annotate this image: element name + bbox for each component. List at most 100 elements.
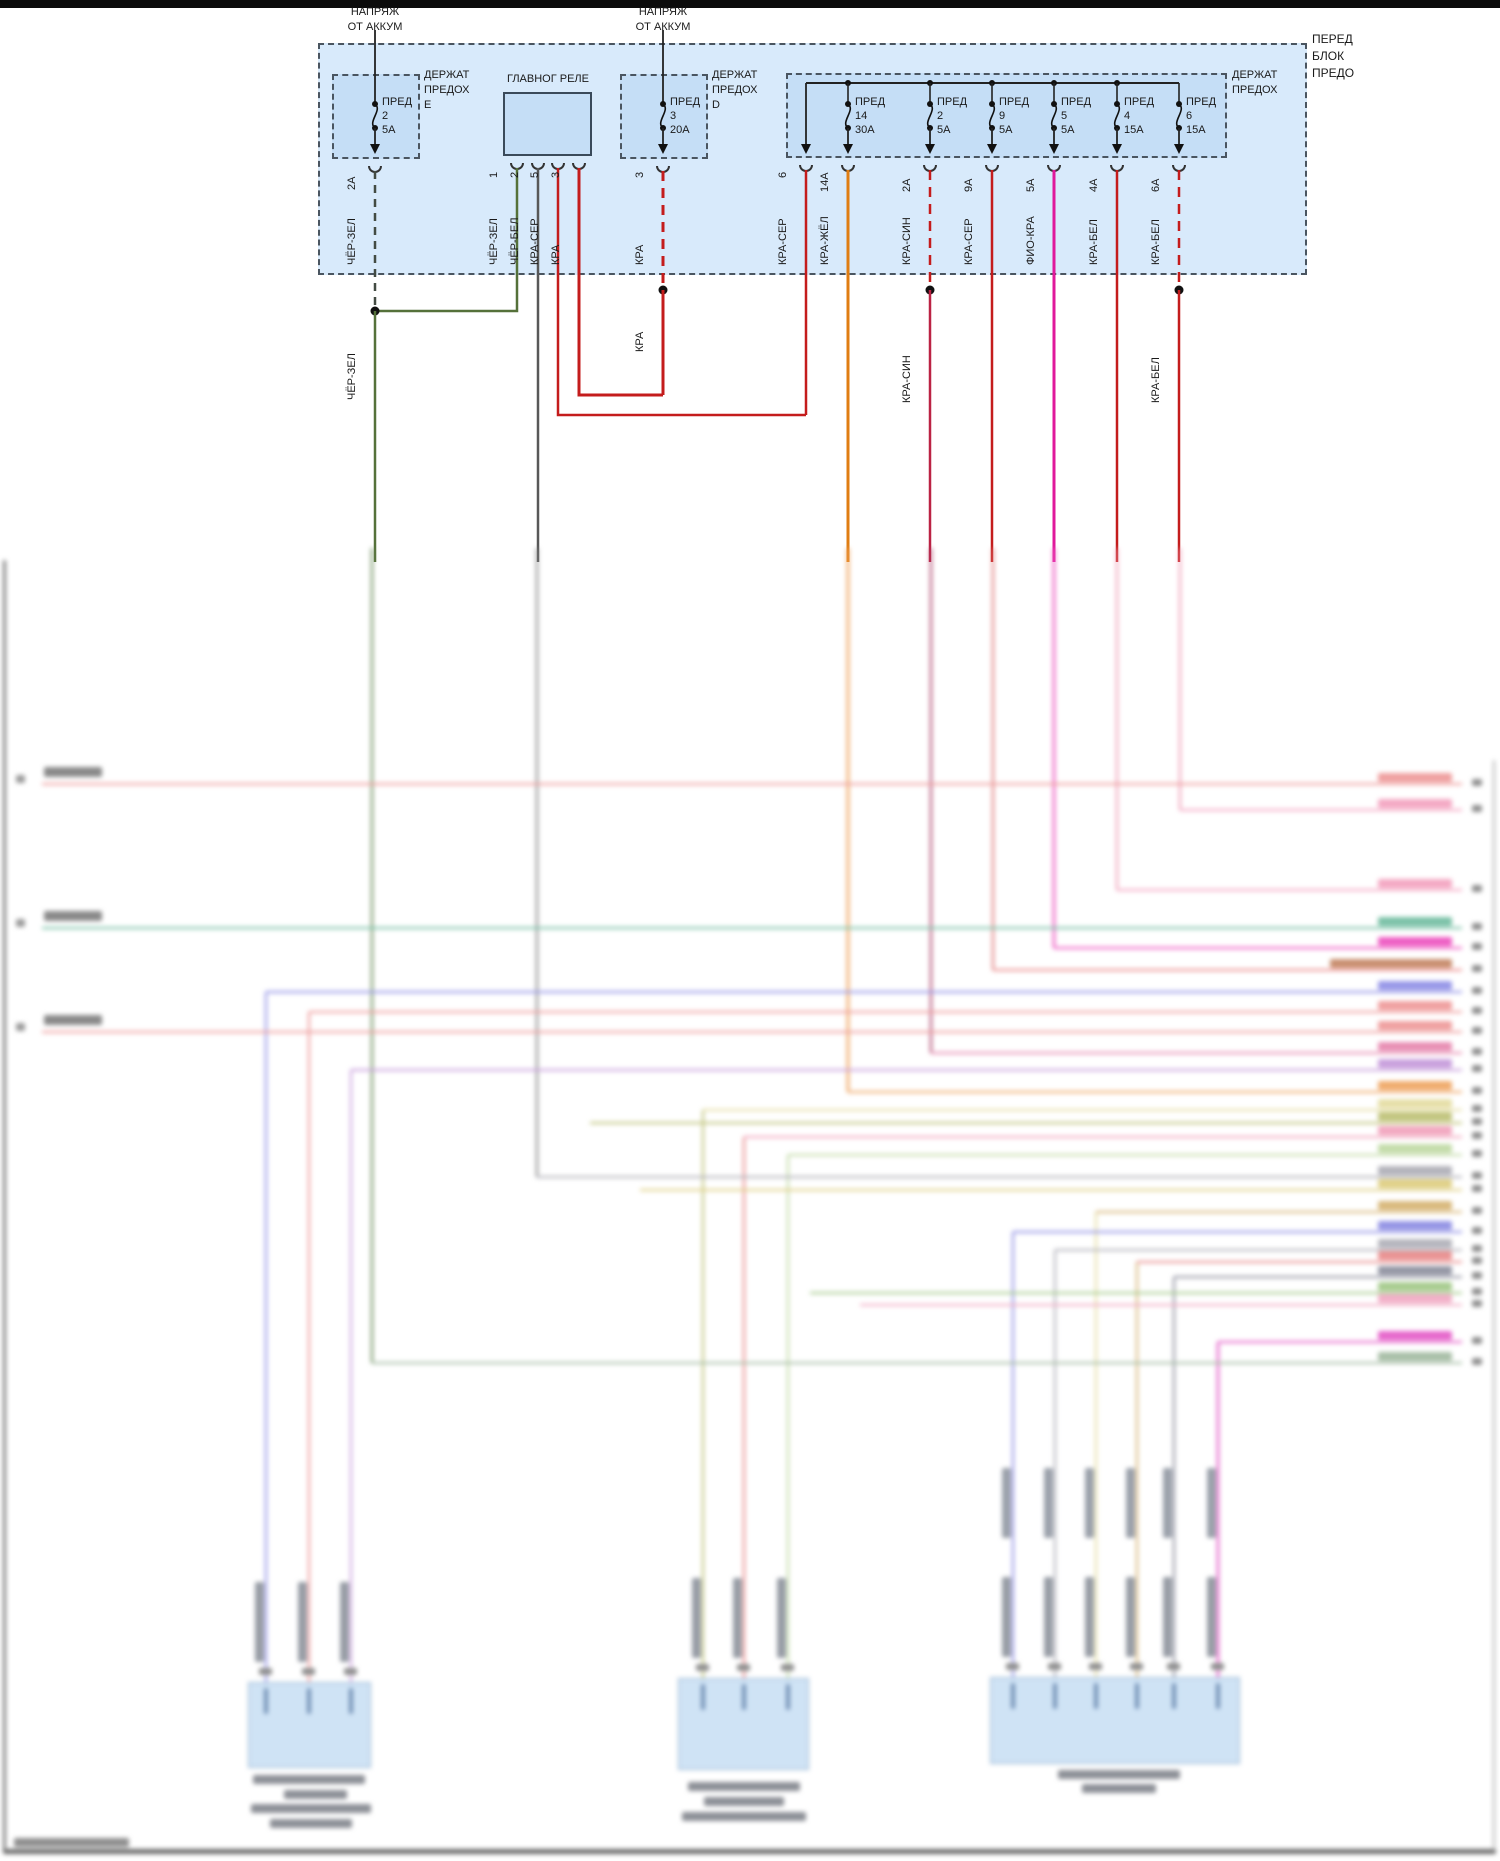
page-border-right	[1493, 760, 1495, 1850]
right-stub-pin-number	[1472, 943, 1482, 950]
connector-wire-label	[340, 1582, 349, 1662]
connector-pin-number	[1167, 1663, 1180, 1670]
connector-slot	[1135, 1683, 1139, 1709]
holder-main-label: ДЕРЖАТ ПРЕДОХ	[1232, 69, 1278, 96]
connector-wire-label	[733, 1578, 742, 1658]
sharp-wires-svg	[368, 30, 1186, 562]
front-fuse-block-title: ПЕРЕД БЛОК ПРЕДО	[1312, 32, 1355, 80]
right-stub-label	[1378, 1144, 1452, 1153]
fuse-main-4-rating: 5А	[1061, 124, 1075, 136]
right-stub-pin-number	[1472, 1185, 1482, 1192]
connector-slot	[264, 1688, 268, 1714]
fuse-e-name: ПРЕД	[382, 96, 413, 108]
fuse-d-rating: 20А	[670, 124, 690, 136]
top-edge-bar	[0, 0, 1500, 8]
connector-signal-label	[1044, 1468, 1053, 1538]
right-stub-label	[1378, 1059, 1452, 1068]
connector-pin-number	[1211, 1663, 1224, 1670]
connector-pin-number	[737, 1664, 750, 1671]
connector-slot	[1172, 1683, 1176, 1709]
left-row-label	[44, 767, 102, 777]
fuse-main-5-rating: 15А	[1124, 124, 1144, 136]
right-stub-pin-number	[1472, 779, 1482, 786]
fuse-holder-d-box	[620, 74, 708, 159]
right-stub-label	[1378, 1352, 1452, 1361]
connector-box-label	[251, 1804, 371, 1813]
right-stub-label	[1378, 1294, 1452, 1303]
right-stub-label	[1378, 1221, 1452, 1230]
connector-signal-label	[1163, 1468, 1172, 1538]
right-stub-label	[1330, 959, 1452, 968]
connector-pin-number	[1130, 1663, 1143, 1670]
right-stub-label	[1378, 1179, 1452, 1188]
fuse-main-3-rating: 5А	[999, 124, 1013, 136]
page-border-left	[3, 560, 6, 1852]
fuse-main-5-number: 4	[1124, 110, 1131, 122]
connector-box-label	[1082, 1784, 1156, 1793]
right-stub-pin-number	[1472, 1087, 1482, 1094]
fuse-e-number: 2	[382, 110, 389, 122]
fuse-main-4-number: 5	[1061, 110, 1068, 122]
connector-wire-label	[1085, 1577, 1094, 1657]
right-stub-pin-number	[1472, 987, 1482, 994]
connector-pin-number	[302, 1668, 315, 1675]
fuse-main-3-name: ПРЕД	[999, 96, 1030, 108]
fuse-d-name: ПРЕД	[670, 96, 701, 108]
right-stub-label	[1378, 1081, 1452, 1090]
connector-box-label	[688, 1782, 800, 1791]
fuse-d-number: 3	[670, 110, 677, 122]
holder-e-label: ДЕРЖАТ ПРЕДОХ Е	[424, 69, 470, 111]
connector-slot	[1094, 1683, 1098, 1709]
connector-box-label	[704, 1797, 784, 1806]
connector-pin-number	[696, 1664, 709, 1671]
left-row-label	[44, 911, 102, 921]
right-stub-pin-number	[1472, 1337, 1482, 1344]
right-stub-label	[1378, 1112, 1452, 1121]
connector-pin-number	[344, 1668, 357, 1675]
right-stub-label	[1378, 773, 1452, 782]
connector-slot	[1216, 1683, 1220, 1709]
right-stub-label	[1378, 937, 1452, 946]
right-stub-label	[1378, 799, 1452, 808]
connector-box-label	[682, 1812, 806, 1821]
right-stub-label	[1378, 1021, 1452, 1030]
right-stub-pin-number	[1472, 1105, 1482, 1112]
right-stub-pin-number	[1472, 1358, 1482, 1365]
connector-slot	[349, 1688, 353, 1714]
connector-slot	[786, 1684, 790, 1710]
connector-slot	[1011, 1683, 1015, 1709]
fuse-main-6-number: 6	[1186, 110, 1193, 122]
fuse-main-2-number: 2	[937, 110, 944, 122]
connector-signal-label	[1207, 1468, 1216, 1538]
right-stub-pin-number	[1472, 1300, 1482, 1307]
connector-slot	[1053, 1683, 1057, 1709]
right-stub-label	[1378, 1251, 1452, 1260]
right-stub-label	[1378, 1239, 1452, 1248]
fuse-e-rating: 5А	[382, 124, 396, 136]
right-stub-label	[1378, 1266, 1452, 1275]
connector-box-label	[284, 1790, 347, 1799]
connector-wire-label	[1002, 1577, 1011, 1657]
right-stub-pin-number	[1472, 1257, 1482, 1264]
right-stub-pin-number	[1472, 1065, 1482, 1072]
fuse-main-2-name: ПРЕД	[937, 96, 968, 108]
connector-slot	[307, 1688, 311, 1714]
fuse-main-2-rating: 5А	[937, 124, 951, 136]
fuse-main-1-name: ПРЕД	[855, 96, 886, 108]
right-stub-label	[1378, 1166, 1452, 1175]
right-stub-label	[1378, 917, 1452, 926]
holder-d-label: ДЕРЖАТ ПРЕДОХ D	[712, 69, 758, 111]
right-stub-label	[1378, 879, 1452, 888]
connector-box-label	[270, 1819, 352, 1828]
battery-feed-label-1: НАПРЯЖ ОТ АККУМ	[347, 6, 403, 33]
fuse-main-1-rating: 30А	[855, 124, 875, 136]
corner-reference-text	[14, 1838, 129, 1847]
right-stub-pin-number	[1472, 1272, 1482, 1279]
right-stub-pin-number	[1472, 1132, 1482, 1139]
main-relay-label: ГЛАВНОГ РЕЛЕ	[507, 73, 589, 85]
connector-wire-label	[777, 1578, 786, 1658]
connector-pin-number	[1048, 1663, 1061, 1670]
right-stub-label	[1378, 1331, 1452, 1340]
left-row-label	[44, 1015, 102, 1025]
